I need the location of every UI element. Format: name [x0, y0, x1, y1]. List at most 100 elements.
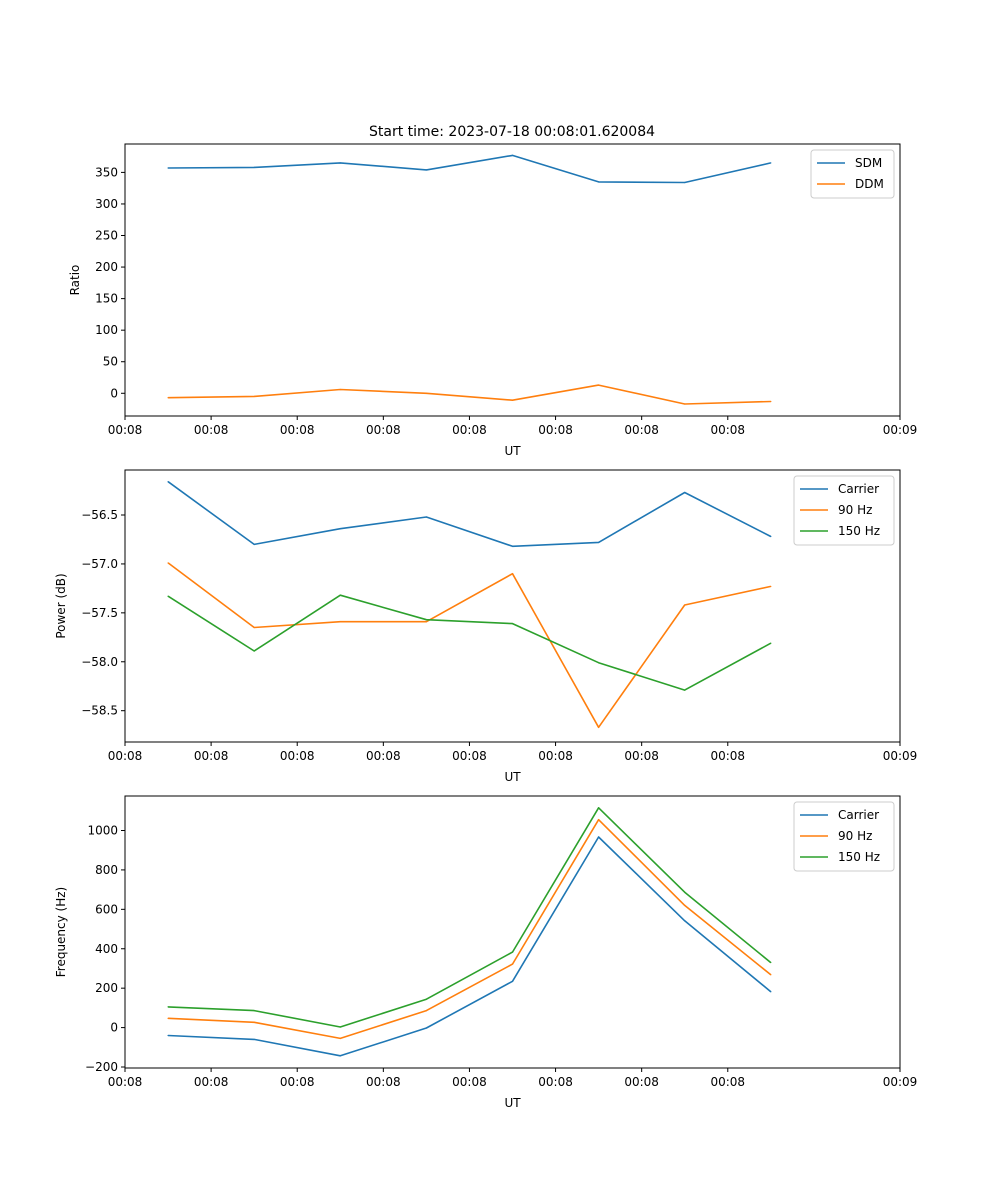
data-point-carrier — [598, 541, 600, 544]
data-point-carrier — [253, 1038, 255, 1041]
data-point-90-hz — [684, 604, 686, 606]
x-tick-label: 00:08 — [452, 423, 487, 437]
y-tick-label: 400 — [95, 942, 118, 956]
data-point-150-hz — [598, 662, 600, 664]
data-point-150-hz — [253, 650, 255, 652]
y-tick-label: −57.5 — [81, 606, 118, 620]
y-tick-label: 600 — [95, 902, 118, 916]
data-point-sdm — [339, 162, 341, 164]
y-tick-label: 50 — [103, 355, 118, 369]
legend-label-150-hz: 150 Hz — [838, 524, 880, 538]
x-tick-label: 00:08 — [280, 1075, 315, 1089]
x-tick-label: 00:08 — [624, 1075, 659, 1089]
series-line-carrier — [168, 836, 772, 1057]
data-point-90-hz — [770, 974, 772, 976]
data-point-carrier — [253, 543, 255, 545]
legend-label-carrier: Carrier — [838, 808, 879, 822]
data-point-carrier — [339, 528, 341, 530]
data-point-carrier — [770, 535, 772, 538]
data-point-carrier — [511, 980, 514, 982]
x-tick-label: 00:08 — [194, 1075, 229, 1089]
series-line-90-hz — [168, 818, 772, 1040]
y-tick-label: 300 — [95, 197, 118, 211]
data-point-ddm — [770, 400, 772, 403]
x-tick-label: 00:08 — [194, 423, 229, 437]
x-tick-label: 00:08 — [624, 423, 659, 437]
data-point-carrier — [425, 1027, 427, 1029]
data-point-150-hz — [167, 1006, 169, 1008]
data-point-ddm — [253, 395, 255, 398]
x-tick-label: 00:09 — [883, 1075, 918, 1089]
data-point-sdm — [253, 166, 255, 168]
data-point-sdm — [684, 181, 686, 184]
legend-box — [810, 149, 895, 199]
data-point-150-hz — [339, 594, 341, 596]
y-axis-label: Ratio — [68, 265, 82, 296]
data-point-sdm — [511, 154, 514, 156]
data-point-90-hz — [425, 1010, 427, 1012]
series-line-carrier — [167, 481, 772, 548]
x-tick-label: 00:08 — [108, 749, 143, 763]
x-tick-label: 00:08 — [710, 749, 745, 763]
y-tick-label: −58.0 — [81, 655, 118, 669]
data-point-ddm — [511, 399, 514, 401]
legend: Carrier 90 Hz 150 Hz — [793, 475, 895, 546]
data-point-90-hz — [339, 1037, 341, 1040]
data-point-150-hz — [425, 619, 427, 621]
data-point-150-hz — [511, 623, 514, 625]
data-point-150-hz — [684, 891, 686, 893]
data-point-150-hz — [770, 961, 772, 964]
data-point-90-hz — [253, 1021, 255, 1023]
data-point-90-hz — [770, 585, 772, 588]
data-point-ddm — [598, 384, 600, 386]
data-point-carrier — [598, 836, 600, 838]
x-tick-label: 00:08 — [538, 749, 573, 763]
series-line-ddm — [168, 384, 771, 405]
y-tick-label: 150 — [95, 292, 118, 306]
y-tick-label: 0 — [110, 1021, 118, 1035]
data-point-carrier — [684, 920, 686, 922]
data-point-carrier — [167, 1034, 169, 1037]
data-point-carrier — [339, 1055, 341, 1057]
plot-frame — [124, 795, 901, 1069]
y-tick-label: 350 — [95, 165, 118, 179]
x-tick-label: 00:08 — [624, 749, 659, 763]
data-point-sdm — [167, 167, 169, 169]
data-point-90-hz — [684, 904, 686, 906]
data-point-150-hz — [339, 1026, 341, 1028]
legend-box — [793, 801, 895, 872]
data-point-carrier — [511, 545, 514, 547]
data-point-150-hz — [167, 595, 169, 597]
data-point-150-hz — [511, 951, 514, 953]
plot-frame — [124, 143, 901, 417]
y-axis-label: Frequency (Hz) — [54, 887, 68, 978]
data-point-carrier — [167, 481, 169, 483]
x-tick-label: 00:08 — [366, 749, 401, 763]
x-tick-label: 00:08 — [280, 423, 315, 437]
data-point-150-hz — [770, 642, 772, 644]
x-tick-label: 00:08 — [280, 749, 315, 763]
legend-label-ddm: DDM — [855, 177, 884, 191]
chart-panel-1: 00:08 00:08 00:08 00:08 00:08 00:08 00:08 00:08… — [68, 143, 917, 458]
y-tick-label: 800 — [95, 863, 118, 877]
series-line-150-hz — [168, 806, 772, 1028]
x-tick-label: 00:08 — [452, 749, 487, 763]
y-tick-label: 250 — [95, 229, 118, 243]
data-point-sdm — [425, 169, 427, 171]
x-tick-label: 00:08 — [108, 423, 143, 437]
data-point-carrier — [425, 516, 427, 518]
y-tick-label: 100 — [95, 323, 118, 337]
data-point-90-hz — [598, 819, 600, 821]
data-point-150-hz — [253, 1010, 255, 1012]
y-tick-label: −57.0 — [81, 557, 118, 571]
chart-panel-2: 00:08 00:08 00:08 00:08 00:08 00:08 00:08 00:08… — [54, 469, 917, 784]
x-axis-label: UT — [504, 1096, 521, 1110]
legend-label-150-hz: 150 Hz — [838, 850, 880, 864]
data-point-150-hz — [425, 998, 427, 1000]
series-line-90-hz — [167, 562, 771, 729]
data-point-90-hz — [511, 573, 514, 575]
x-tick-label: 00:08 — [366, 423, 401, 437]
data-point-sdm — [770, 162, 772, 164]
